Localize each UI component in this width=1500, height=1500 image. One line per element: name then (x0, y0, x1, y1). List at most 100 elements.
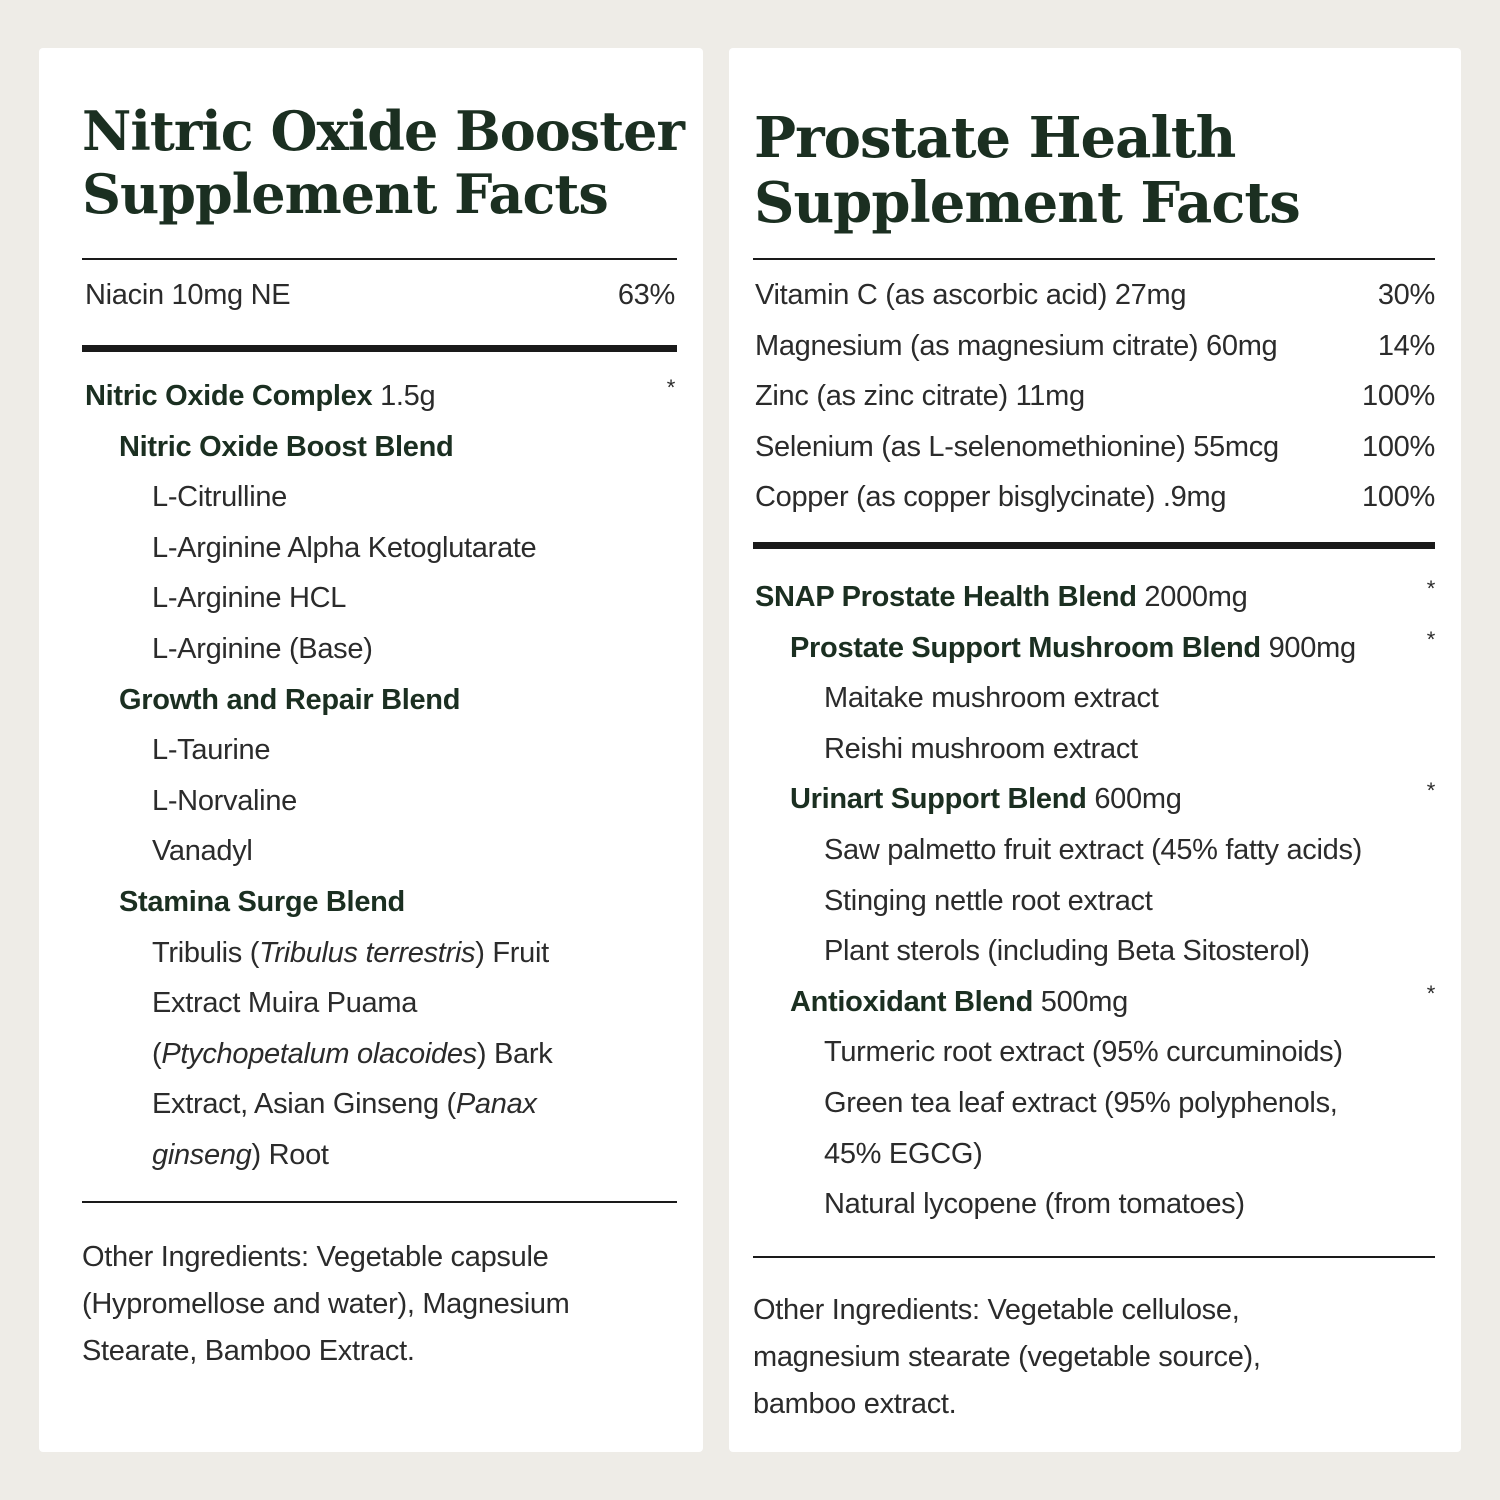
left-bottom-rule (82, 1201, 677, 1203)
nutrient-row: Copper (as copper bisglycinate) .9mg 100% (755, 472, 1435, 522)
blend-row: Nitric Oxide Boost Blend (119, 422, 675, 472)
ingredient-text: L-Taurine (152, 734, 271, 767)
ingredient-text: Maitake mushroom extract (824, 682, 1159, 715)
daily-value-not-established-asterisk: * (1426, 980, 1436, 1006)
left-top-rule (82, 258, 677, 260)
blend-name: Prostate Support Mushroom Blend (790, 631, 1261, 664)
nitric-oxide-facts-card (39, 48, 703, 1452)
ingredient-text: Plant sterols (including Beta Sitosterol… (824, 935, 1310, 968)
ingredient-text: Green tea leaf extract (95% polyphenols, (824, 1087, 1338, 1119)
ingredient-row: Stinging nettle root extract (824, 876, 1435, 926)
blend-name: SNAP Prostate Health Blend (755, 581, 1137, 613)
ingredient-text: 2000mg (1136, 581, 1248, 613)
ingredient-row: L-Citrulline (152, 472, 675, 522)
ingredient-text: ) Fruit (475, 936, 549, 969)
ingredient-row: Tribulis (Tribulus terrestris) Fruit (152, 928, 675, 978)
ingredient-text: Saw palmetto fruit extract (45% fatty ac… (824, 834, 1363, 866)
right-title: Prostate Health Supplement Facts (754, 105, 1301, 236)
ingredient-text: Vitamin C (as ascorbic acid) 27mg (755, 279, 1187, 311)
ingredient-row: Extract, Asian Ginseng (Panax (152, 1079, 675, 1129)
ingredient-row: (Ptychopetalum olacoides) Bark (152, 1029, 675, 1079)
left-other-ingredients: Other Ingredients: Vegetable capsule (Hy… (82, 1234, 570, 1375)
ingredient-text: 1.5g (372, 380, 436, 412)
other-ingredients-line: Other Ingredients: Vegetable capsule (82, 1241, 549, 1273)
daily-value-percent: 100% (1362, 380, 1435, 412)
ingredient-row: Saw palmetto fruit extract (45% fatty ac… (824, 825, 1435, 875)
ingredient-text: Zinc (as zinc citrate) 11mg (755, 380, 1085, 412)
blend-row: SNAP Prostate Health Blend 2000mg * (755, 572, 1435, 622)
left-title-line: Nitric Oxide Booster (82, 99, 685, 163)
nutrient-row: Zinc (as zinc citrate) 11mg 100% (755, 371, 1435, 421)
blend-row: Nitric Oxide Complex 1.5g * (85, 371, 675, 421)
ingredient-text: Ptychopetalum olacoides (161, 1037, 477, 1070)
ingredient-row: Extract Muira Puama (152, 978, 675, 1028)
other-ingredients-line: Stearate, Bamboo Extract. (82, 1335, 415, 1367)
ingredient-row: L-Norvaline (152, 776, 675, 826)
ingredient-row: L-Arginine Alpha Ketoglutarate (152, 523, 675, 573)
right-title-line: Prostate Health (754, 105, 1236, 171)
ingredient-text: ( (152, 1037, 162, 1070)
ingredient-text: 600mg (1086, 783, 1182, 816)
ingredient-text: Tribulis ( (152, 936, 260, 969)
blend-row: Prostate Support Mushroom Blend 900mg * (790, 623, 1435, 673)
ingredient-row: Green tea leaf extract (95% polyphenols, (824, 1078, 1435, 1128)
right-top-rule (753, 258, 1435, 260)
daily-value-percent: 100% (1362, 430, 1435, 463)
other-ingredients-line: bamboo extract. (753, 1388, 957, 1420)
other-ingredients-line: (Hypromellose and water), Magnesium (82, 1288, 570, 1320)
blend-row: Growth and Repair Blend (119, 675, 675, 725)
ingredient-text: Niacin 10mg NE (85, 279, 291, 311)
nutrient-row: Niacin 10mg NE 63% (85, 270, 675, 320)
ingredient-row: Vanadyl (152, 826, 675, 876)
right-title-line: Supplement Facts (754, 170, 1301, 236)
nutrient-row: Magnesium (as magnesium citrate) 60mg 14% (755, 321, 1435, 371)
blend-name: Antioxidant Blend (790, 985, 1034, 1018)
daily-value-percent: 63% (617, 279, 675, 311)
daily-value-not-established-asterisk: * (1426, 576, 1436, 601)
left-thick-rule (82, 345, 677, 352)
blend-name: Nitric Oxide Boost Blend (119, 430, 454, 463)
ingredient-text: 45% EGCG) (824, 1137, 983, 1170)
blend-name: Urinart Support Blend (790, 783, 1087, 816)
ingredient-row: L-Arginine (Base) (152, 624, 675, 674)
ingredient-text: ginseng (152, 1139, 252, 1171)
ingredient-text: Copper (as copper bisglycinate) .9mg (755, 481, 1227, 513)
nutrient-row: Selenium (as L-selenomethionine) 55mcg 10… (755, 422, 1435, 472)
ingredient-text: Natural lycopene (from tomatoes) (824, 1188, 1245, 1221)
left-title-line: Supplement Facts (82, 162, 609, 226)
ingredient-text: Magnesium (as magnesium citrate) 60mg (755, 329, 1278, 362)
daily-value-not-established-asterisk: * (1426, 778, 1436, 804)
left-title: Nitric Oxide Booster Supplement Facts (82, 99, 685, 226)
daily-value-not-established-asterisk: * (666, 375, 676, 400)
ingredient-row: Turmeric root extract (95% curcuminoids) (824, 1027, 1435, 1077)
ingredient-row: L-Taurine (152, 725, 675, 775)
blend-name: Growth and Repair Blend (119, 683, 461, 716)
ingredient-row: L-Arginine HCL (152, 573, 675, 623)
ingredient-text: Extract Muira Puama (152, 987, 418, 1020)
other-ingredients-line: magnesium stearate (vegetable source), (753, 1341, 1261, 1373)
ingredient-text: 900mg (1260, 631, 1356, 664)
blend-row: Urinart Support Blend 600mg * (790, 774, 1435, 824)
other-ingredients-line: Other Ingredients: Vegetable cellulose, (753, 1294, 1240, 1326)
nutrient-row: Vitamin C (as ascorbic acid) 27mg 30% (755, 270, 1435, 320)
ingredient-text: Turmeric root extract (95% curcuminoids) (824, 1036, 1343, 1069)
blend-name: Nitric Oxide Complex (85, 380, 373, 412)
ingredient-row: Maitake mushroom extract (824, 673, 1435, 723)
ingredient-text: Tribulus terrestris (259, 936, 476, 969)
ingredient-row: Reishi mushroom extract (824, 724, 1435, 774)
ingredient-text: Panax (455, 1088, 537, 1121)
ingredient-text: Reishi mushroom extract (824, 732, 1138, 765)
daily-value-percent: 14% (1377, 329, 1435, 362)
ingredient-text: Extract, Asian Ginseng ( (152, 1088, 456, 1121)
daily-value-not-established-asterisk: * (1426, 626, 1436, 652)
ingredient-row: 45% EGCG) (824, 1129, 1435, 1179)
ingredient-row: Natural lycopene (from tomatoes) (824, 1179, 1435, 1229)
daily-value-percent: 30% (1377, 279, 1435, 311)
daily-value-percent: 100% (1362, 481, 1435, 513)
ingredient-text: 500mg (1033, 985, 1128, 1018)
right-other-ingredients: Other Ingredients: Vegetable cellulose, … (753, 1287, 1261, 1428)
ingredient-text: Vanadyl (152, 835, 253, 868)
blend-row: Stamina Surge Blend (119, 877, 675, 927)
ingredient-text: L-Arginine HCL (152, 582, 347, 615)
right-thick-rule (753, 542, 1435, 549)
